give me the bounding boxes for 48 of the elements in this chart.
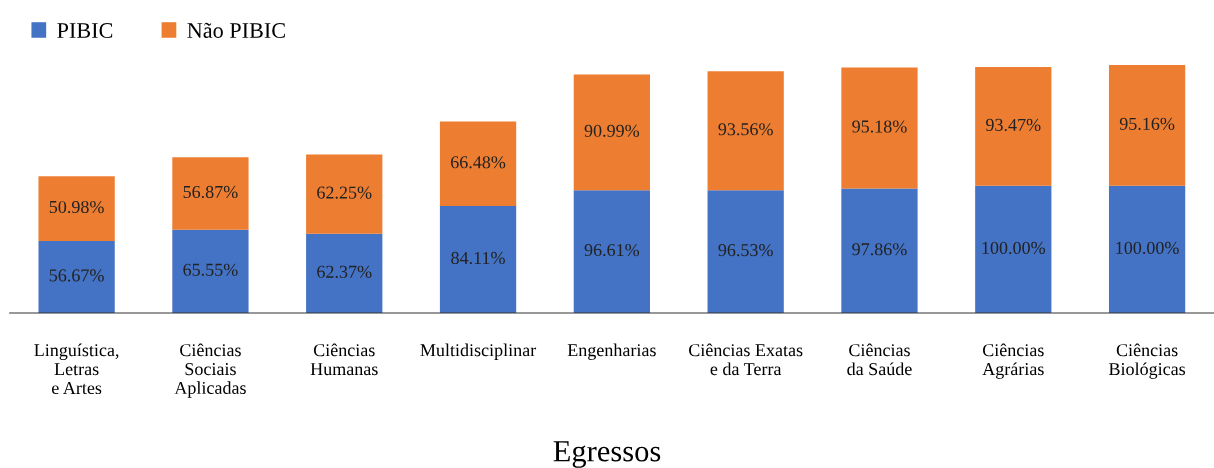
bar: [573, 74, 650, 191]
x-tick-label: Linguística, Letras e Artes: [34, 343, 119, 395]
legend-label: PIBIC: [57, 23, 113, 38]
x-tick-label: Multidisciplinar: [420, 343, 537, 360]
bar: [841, 67, 918, 189]
x-tick-label: Engenharias: [567, 343, 656, 360]
bar: [38, 240, 115, 313]
data-label: 97.86%: [852, 243, 907, 256]
data-label: 56.67%: [49, 269, 104, 282]
bar: [975, 185, 1052, 313]
x-tick-label: Ciências Exatas e da Terra: [689, 343, 803, 376]
data-label: 100.00%: [982, 241, 1046, 255]
data-label: 65.55%: [183, 263, 238, 276]
bar: [306, 154, 383, 234]
data-label: 93.56%: [718, 123, 773, 136]
data-label: 90.99%: [584, 124, 640, 137]
bar: [573, 190, 650, 313]
bar: [707, 190, 784, 313]
bar: [172, 229, 249, 313]
data-label: 96.61%: [584, 243, 640, 257]
bar: [1108, 185, 1186, 313]
data-label: 96.53%: [718, 243, 773, 257]
x-tick-label: Ciências da Saúde: [847, 343, 912, 376]
data-label: 93.47%: [986, 118, 1041, 132]
data-label: 100.00%: [1116, 241, 1179, 255]
data-label: 50.98%: [49, 200, 104, 214]
bar: [439, 121, 517, 207]
data-label: 66.48%: [450, 156, 506, 169]
data-label: 84.11%: [451, 251, 505, 265]
x-tick-label: Ciências Biológicas: [1109, 343, 1186, 379]
data-label: 62.25%: [317, 186, 372, 199]
bar: [1108, 64, 1186, 186]
bar: [38, 176, 115, 241]
data-label: 62.37%: [317, 265, 372, 278]
x-tick-label: Ciências Humanas: [310, 343, 378, 376]
data-label: 56.87%: [183, 185, 238, 199]
bar: [172, 157, 249, 230]
data-label: 95.16%: [1119, 117, 1175, 130]
bar: [439, 206, 517, 313]
bar: [975, 67, 1052, 186]
bar: [306, 233, 383, 313]
bar: [707, 71, 784, 191]
legend-label: Não PIBIC: [187, 22, 285, 38]
x-axis-title: Egressos: [553, 441, 661, 468]
data-label: 95.18%: [852, 120, 907, 133]
bar: [841, 188, 918, 313]
x-tick-label: Ciências Sociais Aplicadas: [174, 343, 246, 398]
x-tick-label: Ciências Agrárias: [982, 343, 1044, 379]
